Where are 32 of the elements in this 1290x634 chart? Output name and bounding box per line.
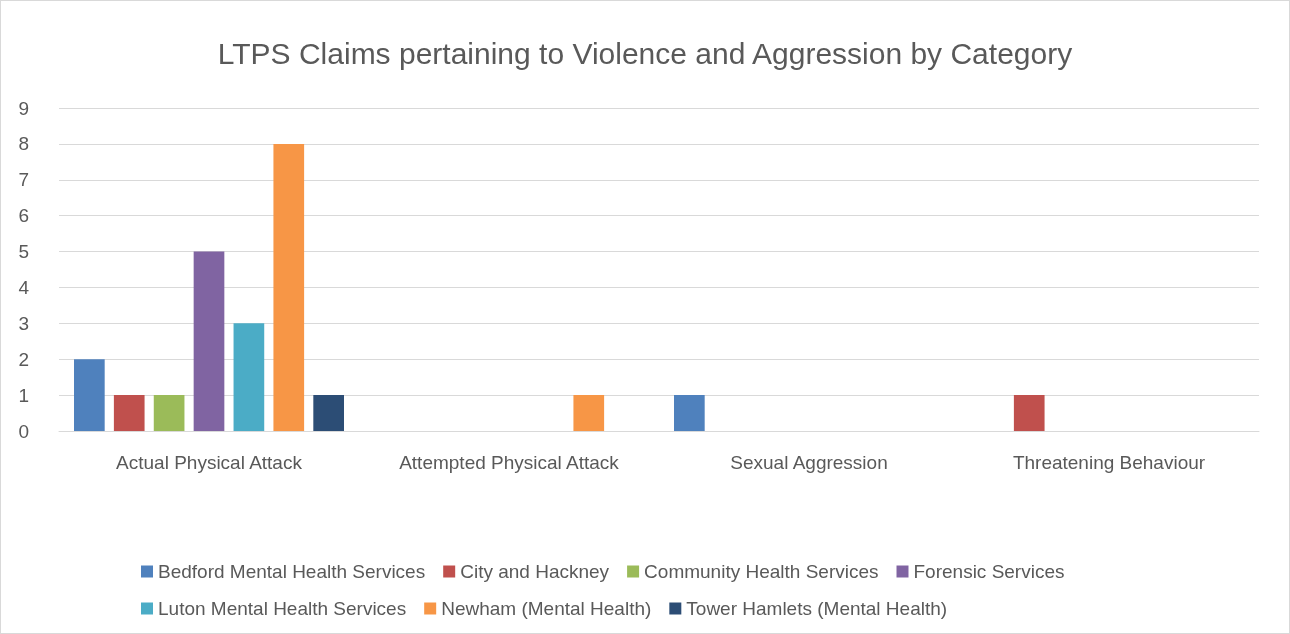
legend-label: City and Hackney [460,561,610,582]
legend-label: Luton Mental Health Services [158,598,407,619]
y-tick-label: 7 [18,169,29,191]
y-tick-label: 0 [18,420,29,442]
y-tick-label: 2 [18,348,29,370]
bar [573,395,605,431]
y-tick-label: 3 [18,312,29,334]
legend-label: Newham (Mental Health) [441,598,652,619]
x-tick-label: Sexual Aggression [730,452,888,473]
y-tick-label: 6 [18,205,29,227]
bar [273,143,305,431]
bar [1013,395,1045,431]
bar [153,395,185,431]
chart-title: LTPS Claims pertaining to Violence and Aggression by Category [217,36,1073,70]
legend-label: Bedford Mental Health Services [158,561,426,582]
x-tick-label: Threatening Behaviour [1012,452,1206,473]
bar [74,359,105,431]
bar [674,395,705,431]
legend-label: Forensic Services [913,561,1065,582]
y-tick-label: 9 [18,97,29,119]
y-tick-label: 1 [18,384,29,406]
y-tick-label: 8 [18,133,29,155]
x-tick-label: Actual Physical Attack [116,452,303,473]
x-tick-label: Attempted Physical Attack [399,452,620,473]
bar [313,395,344,431]
bar [193,251,225,431]
bar [233,323,265,431]
legend-label: Tower Hamlets (Mental Health) [686,598,948,619]
bar [113,395,145,431]
y-tick-label: 4 [18,276,30,298]
y-tick-label: 5 [18,241,29,263]
legend-label: Community Health Services [644,561,879,582]
